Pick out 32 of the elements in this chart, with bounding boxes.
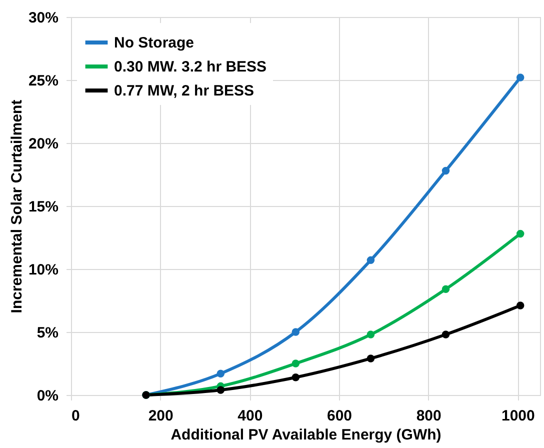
y-tick-label: 25%: [28, 72, 58, 90]
point: [442, 330, 450, 338]
y-tick-label: 15%: [28, 198, 58, 216]
point: [442, 285, 450, 294]
x-axis-title: Additional PV Available Energy (GWh): [170, 426, 442, 444]
legend-label: No Storage: [114, 34, 194, 52]
y-tick-label: 5%: [36, 324, 58, 342]
point: [516, 74, 524, 82]
y-tick-label: 30%: [28, 10, 58, 26]
x-tick-label: 200: [148, 408, 174, 424]
point: [366, 330, 375, 338]
x-tick-label: 1000: [501, 408, 535, 424]
y-axis-title: Incremental Solar Curtailment: [8, 100, 26, 314]
point: [292, 373, 300, 382]
point: [292, 360, 300, 368]
y-tick-label: 10%: [28, 262, 58, 278]
y-tick-label: 20%: [28, 136, 58, 152]
x-tick-label: 0: [72, 408, 80, 424]
x-tick-label: 600: [326, 408, 352, 424]
y-tick-label: 0%: [36, 388, 58, 404]
point: [516, 302, 524, 310]
x-tick-label: 400: [238, 408, 263, 424]
point: [292, 328, 300, 336]
point: [516, 230, 524, 238]
point: [366, 256, 375, 264]
x-tick-label: 800: [416, 408, 442, 424]
legend-label: 0.77 MW, 2 hr BESS: [114, 82, 254, 100]
point: [366, 354, 375, 362]
point: [216, 370, 225, 378]
point: [216, 386, 225, 394]
legend-label: 0.30 MW. 3.2 hr BESS: [114, 58, 267, 76]
point: [442, 166, 450, 175]
